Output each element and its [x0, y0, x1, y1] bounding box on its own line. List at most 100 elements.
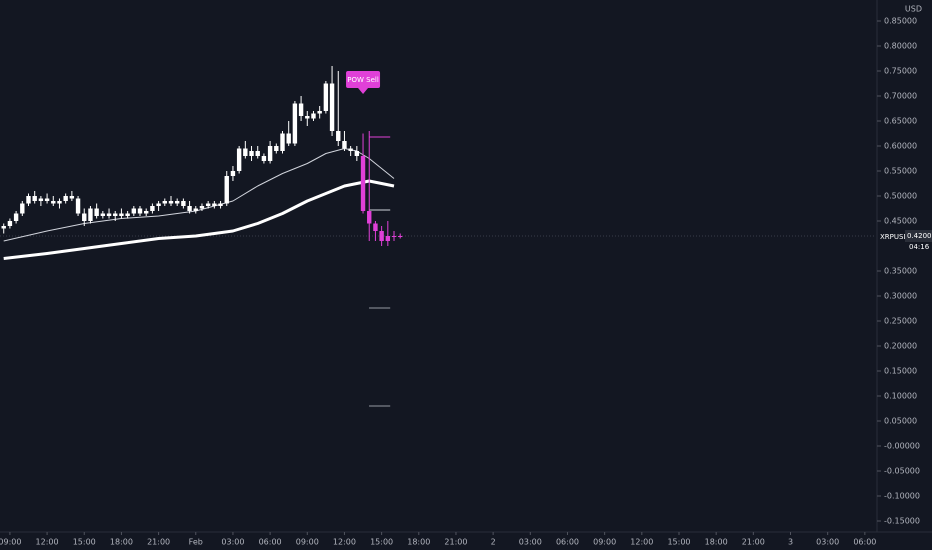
candle-body	[94, 208, 99, 216]
x-tick-label: 06:00	[556, 538, 579, 547]
y-tick-label: 0.25000	[884, 317, 917, 326]
symbol-label: XRPUSD	[880, 233, 909, 241]
candle-body	[385, 236, 391, 241]
candle-body	[181, 201, 186, 206]
y-tick-label: 0.60000	[884, 142, 917, 151]
candle-body	[367, 211, 372, 224]
candle-body	[119, 213, 124, 216]
candle-body	[398, 236, 403, 237]
candle-body	[88, 208, 93, 221]
candle-body	[162, 201, 167, 204]
candle-body	[218, 203, 223, 206]
candle-body	[13, 213, 19, 221]
candle-body	[342, 141, 347, 149]
candle-body	[199, 206, 205, 209]
y-tick-label: -0.15000	[884, 517, 920, 526]
candle-body	[63, 196, 68, 201]
x-tick-label: 12:00	[36, 538, 59, 547]
candle-body	[249, 151, 254, 156]
candle-body	[298, 103, 304, 116]
countdown-label: 04:16	[909, 243, 930, 251]
x-tick-label: 06:00	[259, 538, 282, 547]
x-tick-label: 12:00	[630, 538, 653, 547]
last-price-box	[905, 229, 932, 242]
x-tick-label: 15:00	[370, 538, 393, 547]
candle-body	[286, 133, 291, 144]
x-tick-label: 21:00	[444, 538, 467, 547]
last-price-label: 0.42002	[907, 232, 932, 240]
candle-body	[7, 221, 13, 226]
candle-body	[280, 133, 285, 151]
candle-body	[113, 213, 118, 216]
x-tick-label: Feb	[189, 538, 203, 547]
candle-body	[261, 156, 267, 161]
candle-body	[137, 208, 143, 214]
candle-body	[125, 213, 130, 216]
candle-body	[311, 113, 316, 119]
y-tick-label: 0.05000	[884, 417, 917, 426]
x-tick-label: 09:00	[0, 538, 21, 547]
y-tick-label: 0.65000	[884, 117, 917, 126]
candle-body	[360, 156, 366, 211]
candle-body	[323, 83, 329, 111]
y-tick-label: 0.50000	[884, 192, 917, 201]
y-tick-label: 0.80000	[884, 42, 917, 51]
x-tick-label: 18:00	[110, 538, 133, 547]
y-tick-label: -0.05000	[884, 467, 920, 476]
signal-box	[346, 71, 381, 88]
x-tick-label: 15:00	[667, 538, 690, 547]
candle-body	[205, 203, 211, 206]
x-tick-label: 18:00	[705, 538, 728, 547]
x-tick-label: 09:00	[296, 538, 319, 547]
candle-body	[57, 201, 62, 204]
y-tick-label: 0.35000	[884, 267, 917, 276]
y-tick-label: -0.00000	[884, 442, 920, 451]
candle-body	[348, 148, 353, 151]
candle-body	[26, 196, 31, 204]
signal-pointer	[358, 88, 369, 94]
candle-body	[379, 231, 384, 241]
candle-body	[193, 208, 198, 211]
candle-body	[156, 203, 161, 206]
candle-body	[174, 201, 180, 204]
x-tick-label: 15:00	[73, 538, 96, 547]
x-tick-label: 21:00	[147, 538, 170, 547]
y-tick-label: 0.20000	[884, 342, 917, 351]
x-tick-label: 06:00	[853, 538, 876, 547]
candle-body	[255, 151, 260, 156]
candle-body	[292, 103, 298, 144]
y-tick-label: 0.30000	[884, 292, 917, 301]
signal-label: POW Sell	[347, 76, 379, 84]
candle-body	[106, 213, 112, 216]
candle-body	[243, 148, 248, 156]
candle-body	[150, 206, 155, 211]
candle-body	[168, 201, 174, 204]
x-tick-label: 21:00	[742, 538, 765, 547]
candle-body	[44, 198, 50, 201]
y-tick-label: 0.45000	[884, 217, 917, 226]
candle-body	[354, 151, 360, 156]
candle-body	[38, 198, 44, 201]
x-tick-label: 2	[491, 538, 496, 547]
x-tick-label: 3	[788, 538, 793, 547]
candle-body	[336, 131, 341, 141]
y-tick-label: 0.75000	[884, 67, 917, 76]
candle-body	[317, 111, 322, 114]
candle-body	[224, 176, 229, 204]
candle-body	[329, 83, 335, 131]
candle-body	[144, 211, 149, 214]
y-tick-label: 0.85000	[884, 17, 917, 26]
candle-body	[373, 223, 378, 231]
candle-body	[187, 206, 192, 211]
candle-body	[82, 213, 87, 221]
y-tick-label: 0.10000	[884, 392, 917, 401]
currency-label: USD	[905, 5, 922, 14]
candle-body	[391, 236, 397, 237]
x-tick-label: 09:00	[593, 538, 616, 547]
candle-body	[236, 148, 242, 171]
candle-body	[69, 196, 75, 199]
candle-body	[51, 201, 56, 204]
candle-body	[305, 116, 310, 119]
